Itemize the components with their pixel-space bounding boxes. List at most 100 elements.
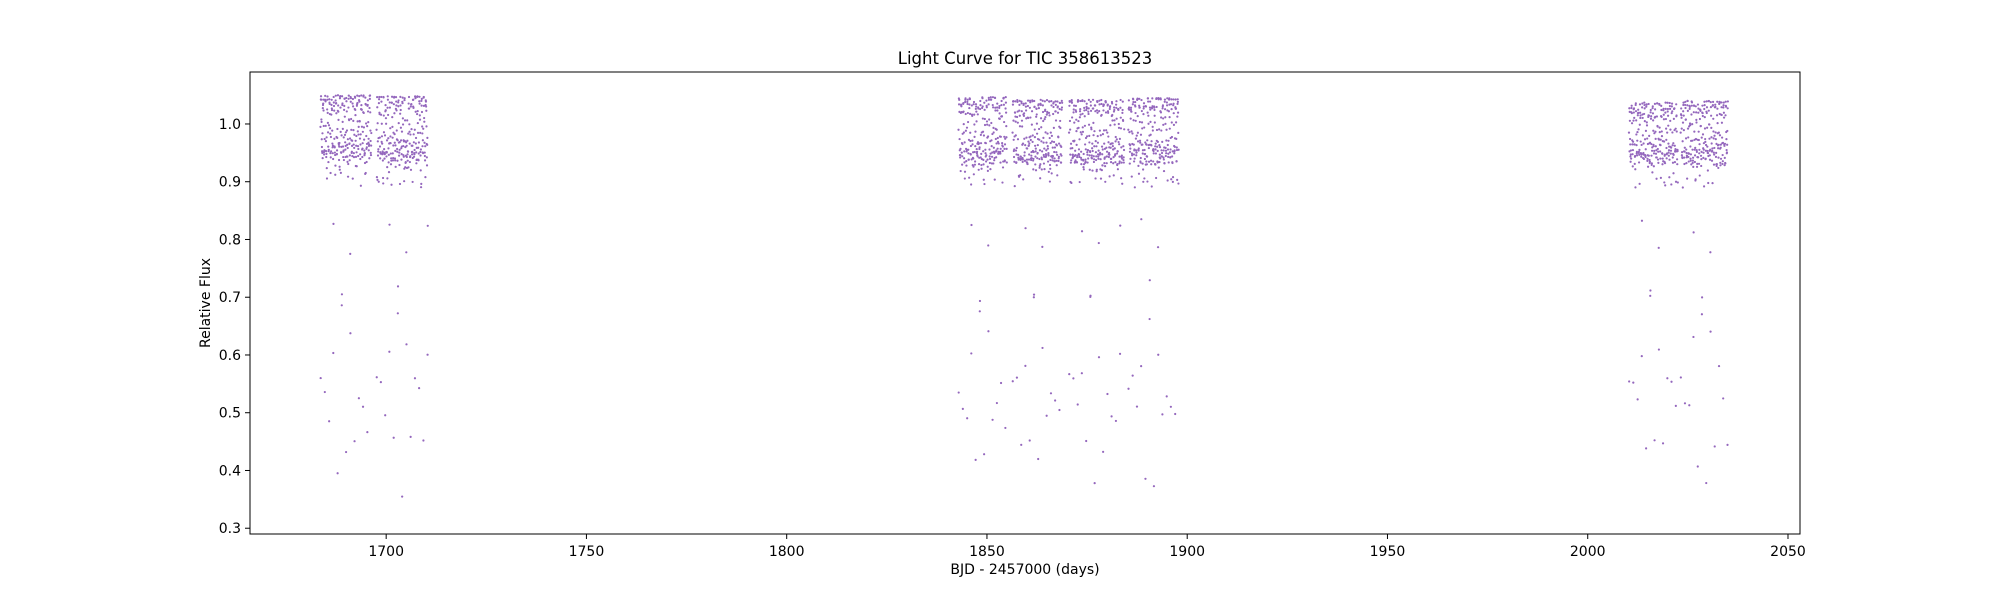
data-point <box>1100 169 1103 172</box>
data-point <box>386 95 389 98</box>
data-point <box>1106 392 1109 396</box>
data-point <box>392 144 395 147</box>
data-point <box>1090 126 1093 129</box>
data-point <box>1632 119 1635 122</box>
data-point <box>1698 117 1702 121</box>
data-point <box>1652 119 1655 122</box>
data-point <box>334 164 337 167</box>
data-point <box>1174 121 1178 124</box>
data-point <box>1169 156 1172 159</box>
data-point <box>414 142 417 145</box>
data-point <box>1045 141 1048 144</box>
data-point <box>1017 175 1021 178</box>
data-point <box>342 158 346 162</box>
data-point <box>1118 137 1121 140</box>
data-point <box>1032 157 1035 161</box>
data-point <box>1039 117 1043 120</box>
data-point <box>1004 95 1007 99</box>
data-point <box>1148 317 1151 321</box>
y-tick-label: 0.3 <box>219 521 241 537</box>
data-point <box>965 164 968 167</box>
data-point <box>1641 134 1644 137</box>
data-point <box>1046 145 1049 148</box>
data-point <box>321 107 324 110</box>
data-point <box>1095 168 1098 171</box>
data-point <box>1140 109 1143 113</box>
data-point <box>1160 116 1163 119</box>
data-point <box>989 96 992 99</box>
data-point <box>987 103 990 106</box>
data-point <box>1069 153 1072 156</box>
data-point <box>359 157 362 161</box>
data-point <box>406 153 409 156</box>
data-point <box>1712 163 1716 166</box>
data-point <box>1128 162 1131 165</box>
y-tick-label: 1.0 <box>219 117 241 133</box>
x-tick-label: 1900 <box>1169 544 1205 560</box>
data-point <box>1662 107 1665 110</box>
data-point <box>1666 107 1670 111</box>
data-point <box>1088 134 1091 137</box>
data-point <box>376 106 379 109</box>
data-point <box>1088 154 1091 157</box>
data-point <box>987 244 990 247</box>
data-point <box>1688 105 1691 108</box>
data-point <box>1112 162 1115 165</box>
data-point <box>969 131 972 134</box>
data-point <box>1024 105 1028 108</box>
data-point <box>1717 156 1720 159</box>
data-point <box>361 405 365 408</box>
data-point <box>1137 164 1140 167</box>
data-point <box>1704 143 1708 147</box>
data-point <box>1122 145 1125 148</box>
data-point <box>1160 149 1163 152</box>
data-point <box>1682 101 1685 104</box>
data-point <box>975 120 978 123</box>
data-point <box>973 163 977 166</box>
data-point <box>1044 153 1048 156</box>
data-point <box>424 176 427 179</box>
data-point <box>990 144 993 148</box>
data-point <box>363 138 366 141</box>
data-point <box>1715 162 1718 166</box>
data-point <box>988 118 991 121</box>
y-axis-label: Relative Flux <box>198 258 214 348</box>
data-point <box>1631 143 1634 146</box>
data-point <box>1053 157 1056 160</box>
data-point <box>412 133 415 136</box>
data-point <box>1114 161 1117 164</box>
data-point <box>1698 143 1701 146</box>
data-point <box>1139 133 1143 136</box>
data-point <box>1036 151 1039 155</box>
data-point <box>1110 157 1113 160</box>
data-point <box>380 100 383 103</box>
data-point <box>1027 158 1031 161</box>
data-point <box>1722 116 1726 119</box>
data-point <box>415 151 418 154</box>
data-point <box>1687 155 1690 159</box>
data-point <box>1168 151 1172 154</box>
data-point <box>1111 119 1114 122</box>
data-point <box>353 146 356 150</box>
data-point <box>1113 147 1116 150</box>
data-point <box>337 143 340 146</box>
data-point <box>1697 130 1700 133</box>
data-point <box>1049 141 1052 145</box>
data-point <box>359 133 362 136</box>
data-point <box>1719 143 1722 146</box>
data-point <box>1129 144 1132 147</box>
data-point <box>423 141 426 144</box>
data-point <box>1639 140 1642 143</box>
data-point <box>1676 181 1679 184</box>
data-point <box>335 102 338 105</box>
data-point <box>1715 142 1718 145</box>
data-point <box>988 155 991 158</box>
data-point <box>1726 107 1729 110</box>
data-point <box>1637 128 1640 131</box>
data-point <box>1094 110 1097 113</box>
data-point <box>1042 162 1046 165</box>
data-point <box>987 330 990 333</box>
data-point <box>1037 103 1040 106</box>
data-point <box>1697 138 1700 142</box>
data-point <box>1079 99 1082 103</box>
